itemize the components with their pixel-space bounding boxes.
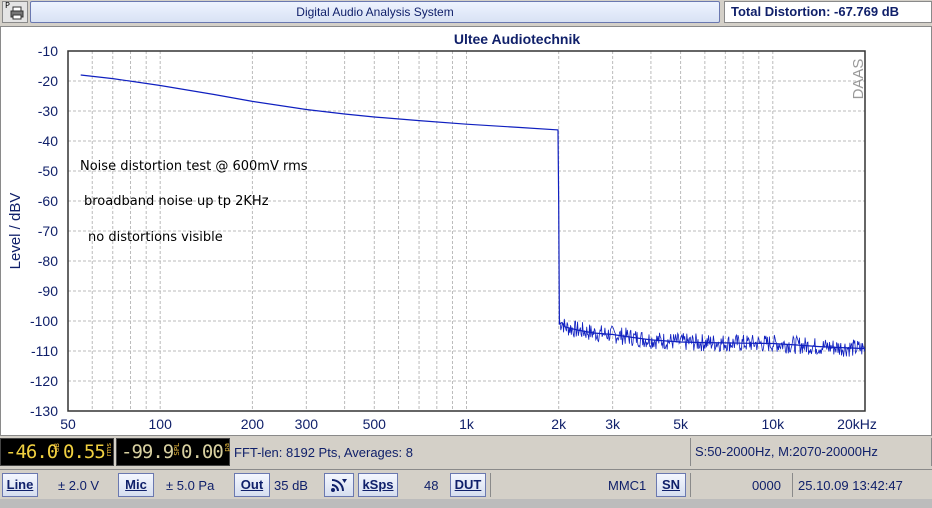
line-range-value: ± 2.0 V xyxy=(58,478,100,493)
ksps-button[interactable]: kSps xyxy=(358,473,398,497)
print-button[interactable]: P xyxy=(2,1,28,23)
dut-button[interactable]: DUT xyxy=(450,473,486,497)
x-tick-label: 3k xyxy=(605,416,621,432)
y-tick-label: -40 xyxy=(38,133,58,149)
level-db-value: -46.0 xyxy=(5,441,58,463)
pa-unit: pa xyxy=(223,443,231,452)
x-tick-label: 50 xyxy=(60,416,76,432)
level-db-unit: dB xyxy=(53,443,61,453)
y-tick-label: -130 xyxy=(30,403,58,419)
x-tick-label: 10k xyxy=(762,416,786,432)
y-tick-label: -80 xyxy=(38,253,58,269)
signal-waves-icon xyxy=(331,479,347,492)
annotation-text: no distortions visible xyxy=(88,230,223,245)
pa-value: 0.00 xyxy=(181,441,224,463)
y-tick-label: -60 xyxy=(38,193,58,209)
spl-unit: SPL xyxy=(173,443,181,456)
mic-range-value: ± 5.0 Pa xyxy=(166,478,215,493)
bottom-strip xyxy=(0,499,932,508)
sn-button[interactable]: SN xyxy=(656,473,686,497)
spl-meter-display: -99.9 SPL 0.00 pa xyxy=(116,438,231,466)
separator xyxy=(792,473,793,497)
y-tick-label: -100 xyxy=(30,313,58,329)
x-tick-label: 5k xyxy=(673,416,689,432)
plot-frame xyxy=(67,50,866,412)
spectrum-graph-panel: Ultee Audiotechnik -10 -20 -30 -40 -50 -60 -70… xyxy=(0,26,932,436)
spl-value: -99.9 xyxy=(121,441,174,463)
line-button[interactable]: Line xyxy=(2,473,38,497)
series xyxy=(80,74,866,357)
x-tick-label: 1k xyxy=(459,416,475,432)
annotations: Noise distortion test @ 600mV rms broadb… xyxy=(80,159,308,245)
y-tick-label: -110 xyxy=(31,343,58,359)
y-tick-label: -50 xyxy=(38,163,58,179)
x-tick-label: 20kHz xyxy=(837,416,877,432)
spectrum-chart: Ultee Audiotechnik -10 -20 -30 -40 -50 -60 -70… xyxy=(7,31,877,432)
y-axis-label: Level / dBV xyxy=(7,193,24,270)
series-noise xyxy=(559,318,865,357)
signal-button[interactable] xyxy=(324,473,354,497)
mic-button[interactable]: Mic xyxy=(118,473,154,497)
out-level-value: 35 dB xyxy=(274,478,308,493)
y-tick-label: -10 xyxy=(38,43,58,59)
printer-icon xyxy=(10,6,24,20)
series-line xyxy=(80,74,866,350)
y-axis-ticks: -10 -20 -30 -40 -50 -60 -70 -80 -90 -100 -110 -120 -… xyxy=(30,43,58,419)
separator xyxy=(490,473,491,497)
print-letter: P xyxy=(5,1,10,10)
y-tick-label: -90 xyxy=(38,283,58,299)
level-meter-display: -46.0 dB 0.55 rms xyxy=(0,438,114,466)
level-rms-unit: rms xyxy=(105,443,113,457)
status-bar-top: -46.0 dB 0.55 rms -99.9 SPL 0.00 pa FFT-… xyxy=(0,437,932,467)
x-tick-label: 300 xyxy=(295,416,319,432)
y-tick-label: -70 xyxy=(38,223,58,239)
mmc-label: MMC1 xyxy=(608,478,647,493)
total-distortion-readout: Total Distortion: -67.769 dB xyxy=(724,1,932,23)
level-rms-value: 0.55 xyxy=(63,441,106,463)
y-tick-label: -30 xyxy=(38,103,58,119)
x-tick-label: 2k xyxy=(551,416,567,432)
daas-watermark: DAAS xyxy=(850,59,867,100)
separator xyxy=(690,473,691,497)
annotation-text: Noise distortion test @ 600mV rms xyxy=(80,159,308,174)
x-axis-ticks: 50 100 200 300 500 1k 2k 3k 5k 10k 20kHz xyxy=(60,416,877,432)
y-tick-label: -20 xyxy=(38,73,58,89)
x-tick-label: 100 xyxy=(149,416,173,432)
app-title: Digital Audio Analysis System xyxy=(30,1,720,23)
out-button[interactable]: Out xyxy=(234,473,270,497)
range-info: S:50-2000Hz, M:2070-20000Hz xyxy=(690,438,932,466)
annotation-text: broadband noise up tp 2KHz xyxy=(84,194,269,209)
toolbar-bottom: Line ± 2.0 V Mic ± 5.0 Pa Out 35 dB kSps… xyxy=(0,469,932,499)
sample-rate-value: 48 xyxy=(424,478,439,493)
x-tick-label: 500 xyxy=(363,416,387,432)
title-bar: P Digital Audio Analysis System Total Di… xyxy=(0,0,932,26)
fft-info: FFT-len: 8192 Pts, Averages: 8 xyxy=(234,445,413,460)
chart-title: Ultee Audiotechnik xyxy=(454,31,580,47)
counter-value: 0000 xyxy=(752,478,781,493)
y-tick-label: -120 xyxy=(30,373,58,389)
x-tick-label: 200 xyxy=(241,416,265,432)
datetime-value: 25.10.09 13:42:47 xyxy=(798,478,903,493)
